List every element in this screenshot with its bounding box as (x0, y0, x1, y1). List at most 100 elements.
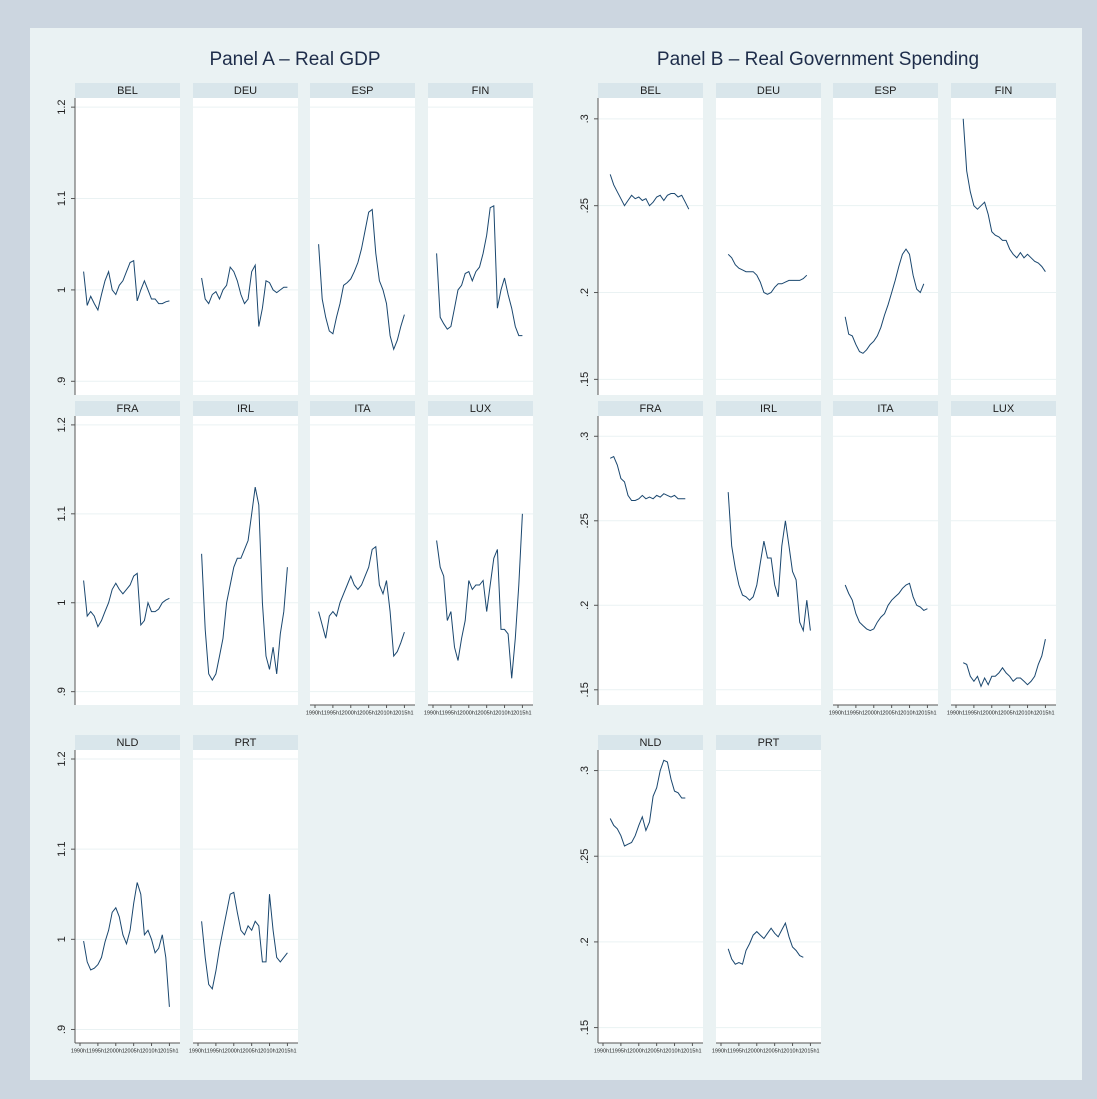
strip (716, 83, 821, 98)
x-tick-label: 2000h1 (983, 710, 1001, 716)
strip-label: BEL (117, 85, 138, 97)
x-tick-label: 1995h1 (965, 710, 983, 716)
plot-area (716, 416, 821, 705)
y-tick-label: 1.1 (56, 506, 68, 521)
y-tick-label: .2 (579, 937, 591, 946)
series-line (201, 263, 288, 327)
y-tick-label: .25 (579, 513, 591, 528)
strip (951, 401, 1056, 416)
series-line (201, 891, 288, 991)
x-tick-label: 2000h1 (460, 710, 478, 716)
plot-area (833, 98, 938, 395)
x-tick-label: 1995h1 (612, 1048, 630, 1054)
plot-area (598, 416, 703, 705)
series-line (609, 174, 690, 210)
x-tick-label: 2010h1 (495, 710, 513, 716)
x-tick-label: 2015h1 (1036, 710, 1054, 716)
y-tick-label: .15 (579, 682, 591, 697)
plot-area (951, 416, 1056, 705)
panel-title: Panel A – Real GDP (209, 49, 380, 70)
x-tick-label: 2005h1 (124, 1048, 142, 1054)
strip (193, 83, 298, 98)
x-tick-label: 2015h1 (395, 710, 413, 716)
strip-label: LUX (993, 403, 1015, 415)
series-line (844, 582, 928, 632)
plot-area (598, 98, 703, 395)
x-tick-label: 1990h1 (594, 1048, 612, 1054)
y-tick-label: .2 (579, 288, 591, 297)
strip-label: ESP (874, 85, 896, 97)
y-tick-label: .9 (56, 687, 68, 696)
series-line (83, 259, 170, 312)
y-tick-label: .25 (579, 198, 591, 213)
series-line (318, 208, 405, 351)
strip (833, 83, 938, 98)
strip-label: BEL (640, 85, 661, 97)
y-tick-label: .15 (579, 1020, 591, 1035)
x-tick-label: 2010h1 (142, 1048, 160, 1054)
x-tick-label: 2005h1 (765, 1048, 783, 1054)
strip (833, 401, 938, 416)
strip (716, 401, 821, 416)
x-tick-label: 1995h1 (442, 710, 460, 716)
strip-label: FIN (995, 85, 1013, 97)
plot-area (833, 416, 938, 705)
x-tick-label: 2010h1 (900, 710, 918, 716)
series-line (727, 492, 811, 633)
strip-label: NLD (639, 737, 661, 749)
series-line (844, 248, 925, 354)
strip (193, 735, 298, 750)
strip-label: PRT (758, 737, 780, 749)
y-tick-label: .2 (579, 601, 591, 610)
strip-label: ITA (877, 403, 894, 415)
x-tick-label: 1995h1 (847, 710, 865, 716)
y-tick-label: 1.1 (56, 842, 68, 857)
strip (598, 83, 703, 98)
x-tick-label: 2000h1 (630, 1048, 648, 1054)
x-tick-label: 2005h1 (647, 1048, 665, 1054)
x-tick-label: 2015h1 (278, 1048, 296, 1054)
y-tick-label: .3 (579, 766, 591, 775)
plot-area (193, 416, 298, 705)
plot-area (951, 98, 1056, 395)
y-tick-label: 1.2 (56, 99, 68, 114)
plot-area (428, 416, 533, 705)
series-line (962, 638, 1046, 688)
y-tick-label: 1 (56, 600, 68, 606)
series-line (609, 455, 686, 501)
strip (716, 735, 821, 750)
strip-label: FRA (117, 403, 140, 415)
strip-label: LUX (470, 403, 492, 415)
x-tick-label: 1990h1 (71, 1048, 89, 1054)
strip (75, 735, 180, 750)
y-tick-label: 1 (56, 936, 68, 942)
x-tick-label: 1990h1 (712, 1048, 730, 1054)
y-tick-label: 1.2 (56, 417, 68, 432)
plot-area (716, 750, 821, 1043)
x-tick-label: 2005h1 (1000, 710, 1018, 716)
x-tick-label: 2015h1 (683, 1048, 701, 1054)
series-line (318, 545, 405, 658)
x-tick-label: 1995h1 (89, 1048, 107, 1054)
strip-label: DEU (757, 85, 780, 97)
series-line (436, 204, 523, 337)
x-tick-label: 1990h1 (829, 710, 847, 716)
x-tick-label: 2015h1 (160, 1048, 178, 1054)
series-line (83, 882, 170, 1007)
y-tick-label: .9 (56, 377, 68, 386)
plot-area (310, 98, 415, 395)
x-tick-label: 2000h1 (342, 710, 360, 716)
x-tick-label: 2005h1 (359, 710, 377, 716)
x-tick-label: 2015h1 (918, 710, 936, 716)
strip-label: FIN (472, 85, 490, 97)
plot-area (75, 750, 180, 1043)
x-tick-label: 2010h1 (665, 1048, 683, 1054)
x-tick-label: 2010h1 (377, 710, 395, 716)
plot-area (428, 98, 533, 395)
strip-label: PRT (235, 737, 257, 749)
x-tick-label: 1990h1 (947, 710, 965, 716)
panel-title: Panel B – Real Government Spending (657, 49, 979, 70)
y-tick-label: 1 (56, 287, 68, 293)
x-tick-label: 2010h1 (260, 1048, 278, 1054)
y-tick-label: .25 (579, 849, 591, 864)
